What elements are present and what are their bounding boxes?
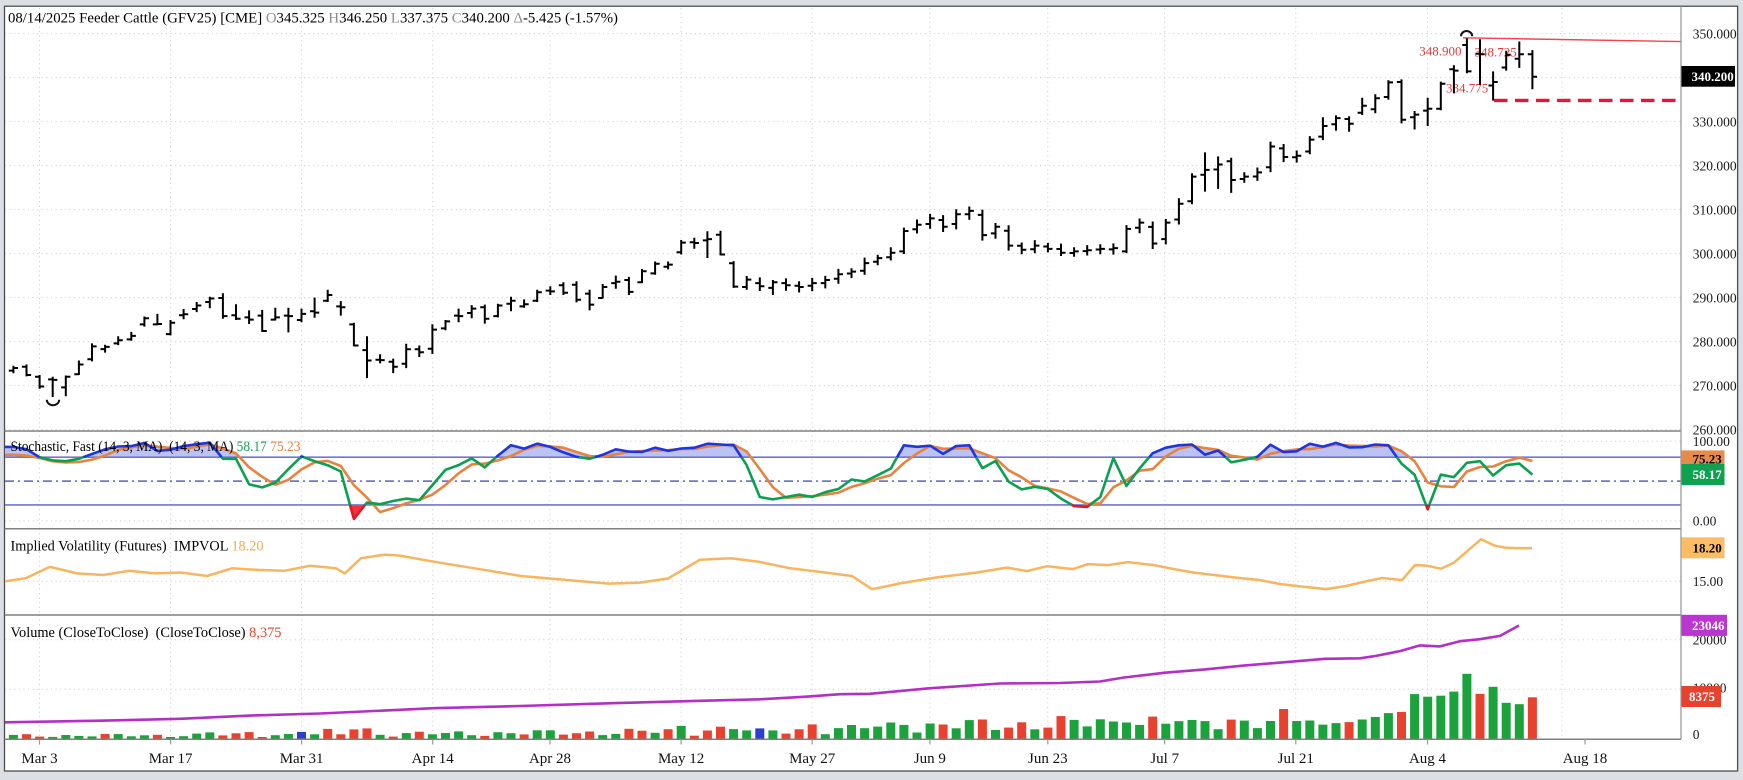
svg-text:350.000: 350.000 bbox=[1693, 26, 1737, 41]
svg-text:May 12: May 12 bbox=[658, 751, 704, 767]
svg-text:330.000: 330.000 bbox=[1693, 114, 1737, 129]
svg-text:Mar 17: Mar 17 bbox=[149, 751, 193, 767]
svg-text:Apr 28: Apr 28 bbox=[529, 751, 571, 767]
svg-text:Jul 21: Jul 21 bbox=[1278, 751, 1314, 767]
svg-text:0.00: 0.00 bbox=[1693, 514, 1717, 529]
svg-text:290.000: 290.000 bbox=[1693, 290, 1737, 305]
svg-text:8375: 8375 bbox=[1689, 689, 1716, 704]
svg-text:100.00: 100.00 bbox=[1693, 434, 1730, 449]
svg-text:20000: 20000 bbox=[1693, 633, 1727, 648]
svg-text:260.000: 260.000 bbox=[1693, 422, 1737, 437]
svg-text:Aug 4: Aug 4 bbox=[1409, 751, 1447, 767]
svg-text:May 27: May 27 bbox=[789, 751, 836, 767]
svg-text:Jul 7: Jul 7 bbox=[1150, 751, 1179, 767]
svg-text:58.17: 58.17 bbox=[1693, 467, 1723, 482]
svg-text:Implied Volatility (Futures): Implied Volatility (Futures) IMPVOL 18.2… bbox=[11, 539, 264, 555]
svg-text:310.000: 310.000 bbox=[1693, 202, 1737, 217]
svg-text:334.775: 334.775 bbox=[1446, 81, 1488, 96]
svg-text:348.900: 348.900 bbox=[1419, 44, 1461, 59]
svg-text:Jun 9: Jun 9 bbox=[914, 751, 946, 767]
svg-text:Mar 31: Mar 31 bbox=[280, 751, 324, 767]
svg-text:0: 0 bbox=[1693, 727, 1700, 742]
svg-text:340.200: 340.200 bbox=[1692, 69, 1734, 84]
svg-text:15.00: 15.00 bbox=[1693, 574, 1724, 589]
svg-text:75.23: 75.23 bbox=[1693, 451, 1723, 466]
svg-text:320.000: 320.000 bbox=[1693, 158, 1737, 173]
svg-text:08/14/2025 Feeder Cattle (GFV2: 08/14/2025 Feeder Cattle (GFV25) [CME] O… bbox=[8, 11, 618, 27]
svg-text:Mar 3: Mar 3 bbox=[21, 751, 57, 767]
svg-text:23046: 23046 bbox=[1692, 618, 1725, 633]
svg-text:300.000: 300.000 bbox=[1693, 246, 1737, 261]
svg-text:Volume (CloseToClose) (CloseT: Volume (CloseToClose) (CloseToClose) 8,3… bbox=[11, 625, 282, 641]
svg-text:280.000: 280.000 bbox=[1693, 334, 1737, 349]
svg-text:Apr 14: Apr 14 bbox=[412, 751, 455, 767]
svg-text:18.20: 18.20 bbox=[1693, 541, 1722, 556]
svg-text:270.000: 270.000 bbox=[1693, 378, 1737, 393]
svg-text:Stochastic, Fast (14, 3, MA): Stochastic, Fast (14, 3, MA) (14, 3, MA)… bbox=[11, 439, 301, 455]
svg-text:Aug 18: Aug 18 bbox=[1563, 751, 1608, 767]
svg-text:Jun 23: Jun 23 bbox=[1028, 751, 1068, 767]
